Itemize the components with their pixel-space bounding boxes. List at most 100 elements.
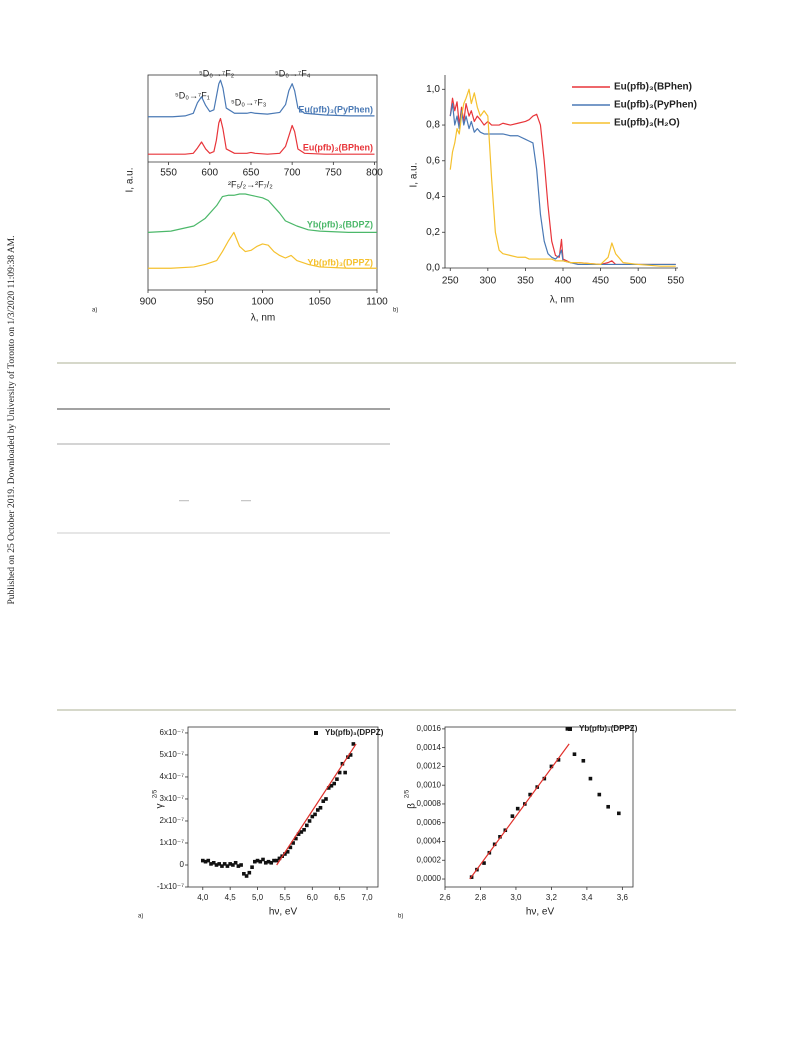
x-tick-label: 3,6	[617, 893, 629, 902]
point	[214, 863, 219, 867]
point	[285, 849, 290, 854]
point	[253, 859, 257, 864]
y-axis-label: β	[407, 803, 418, 809]
point	[321, 799, 326, 803]
y-tick-label: 0,0010	[417, 780, 442, 789]
point	[200, 858, 205, 863]
point	[310, 814, 315, 819]
point	[302, 827, 306, 832]
point	[337, 770, 342, 775]
point	[565, 727, 570, 731]
point	[617, 811, 621, 816]
x-tick-label: 2,8	[475, 893, 487, 902]
point	[307, 819, 312, 823]
x-tick-label: 4,5	[225, 893, 237, 902]
point	[231, 863, 235, 867]
point	[247, 870, 252, 875]
side-note: Published on 25 October 2019. Downloaded…	[6, 235, 17, 604]
series-line	[148, 117, 375, 155]
point	[343, 770, 347, 775]
point	[510, 814, 515, 818]
frame-c	[187, 726, 379, 888]
point	[296, 832, 301, 836]
y-tick-label: 0,0012	[417, 762, 442, 771]
series-line	[449, 88, 676, 267]
y-tick-label: 0,8	[426, 120, 440, 131]
y-tick-label: 4x10⁻⁷	[160, 772, 185, 781]
y-tick-label: 0,0000	[417, 874, 442, 883]
x-tick-label: 700	[284, 168, 301, 179]
point	[277, 856, 282, 861]
y-tick-label: 0,0002	[417, 855, 442, 864]
annotation: ⁵D₀→⁷F₂	[199, 68, 235, 78]
point	[581, 758, 586, 763]
x-tick-label: 1100	[366, 297, 388, 308]
point	[206, 858, 211, 863]
point	[588, 776, 593, 781]
y-tick-label: 0,0	[426, 263, 440, 274]
legend-label: Eu(pfb)₃(H₂O)	[614, 118, 680, 129]
point	[261, 857, 265, 862]
x-tick-label: 950	[197, 297, 214, 308]
point	[528, 792, 532, 797]
point	[233, 860, 238, 865]
y-tick-label: 0	[180, 860, 185, 869]
series-line	[148, 79, 375, 118]
point	[250, 865, 254, 869]
y-tick-label: 0,2	[426, 227, 440, 238]
panel-label: a)	[92, 308, 97, 314]
point	[269, 860, 274, 865]
point	[313, 812, 317, 817]
x-tick-label: 300	[479, 276, 496, 287]
point	[266, 859, 271, 864]
legend-label: Yb(pfb)₃(DPPZ)	[325, 728, 384, 737]
x-tick-label: 450	[592, 276, 609, 287]
point	[294, 836, 298, 841]
point	[318, 805, 323, 810]
point	[258, 859, 263, 864]
point	[244, 874, 249, 878]
point	[299, 830, 304, 834]
x-tick-label: 750	[325, 168, 342, 179]
point	[326, 786, 331, 790]
point	[572, 752, 577, 757]
y-tick-label: 0,4	[426, 191, 440, 202]
series-line	[147, 193, 377, 233]
annotation: ⁵D₀→⁷F₁	[175, 90, 210, 100]
point	[606, 804, 610, 809]
y-tick-label: 0,0014	[417, 743, 442, 752]
y-tick-label: 1x10⁻⁷	[160, 838, 185, 847]
y-axis-label: γ	[155, 804, 166, 809]
point	[283, 852, 287, 856]
legend-label: Eu(pfb)₃(PyPhen)	[614, 100, 697, 111]
point	[332, 781, 336, 786]
point	[556, 758, 561, 762]
annotation: ⁵D₀→⁷F₃	[231, 97, 267, 107]
series-label: Eu(pfb)₃(BPhen)	[303, 142, 373, 152]
x-tick-label: 650	[243, 168, 260, 179]
point	[288, 845, 293, 850]
point	[315, 808, 320, 812]
point	[211, 860, 216, 865]
y-tick-label: 5x10⁻⁷	[160, 750, 185, 759]
x-tick-label: 7,0	[361, 893, 373, 902]
legend-label: Yb(pfb)₃(DPPZ)	[579, 724, 638, 733]
point	[225, 864, 230, 868]
x-tick-label: 3,4	[581, 893, 593, 902]
x-tick-label: 900	[140, 297, 157, 308]
y-tick-label: 1,0	[426, 84, 440, 95]
point	[217, 862, 222, 866]
x-tick-label: 6,5	[334, 893, 346, 902]
x-tick-label: 500	[630, 276, 647, 287]
y-tick-label: 0,6	[426, 155, 440, 166]
point	[324, 797, 328, 801]
point	[220, 864, 224, 868]
y-axis-label-exponent: 2/5	[153, 789, 159, 798]
series-label: Eu(pfb)₃(PyPhen)	[298, 104, 373, 114]
point	[203, 859, 208, 864]
point	[597, 792, 602, 797]
y-tick-label: 0,0006	[417, 818, 442, 827]
x-axis-label: hν, eV	[526, 907, 555, 918]
